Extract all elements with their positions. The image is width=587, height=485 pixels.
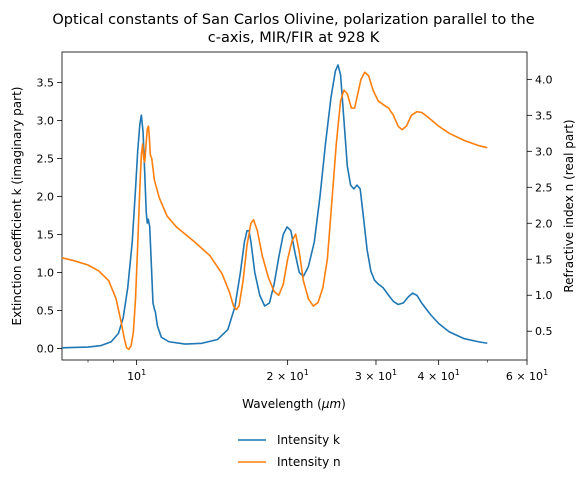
chart-title-line1: Optical constants of San Carlos Olivine,… (52, 12, 534, 28)
y-right-tick-label: 4.0 (535, 73, 553, 86)
series-line-n (61, 71, 488, 351)
y-axis-right-label: Refractive index n (real part) (562, 119, 576, 292)
series-line-k (61, 64, 488, 349)
y-right-tick-label: 2.5 (535, 181, 553, 194)
y-left-tick-label: 0.5 (37, 305, 55, 318)
legend: Intensity k Intensity n (238, 433, 341, 469)
y-axis-right: 0.5 1.0 1.5 2.0 2.5 3.0 3.5 4.0 (527, 73, 553, 338)
y-left-tick-label: 0.0 (37, 343, 55, 356)
y-left-tick-label: 1.0 (37, 267, 55, 280)
x-axis: 101 2 × 101 3 × 101 4 × 101 6 × 101 (87, 360, 548, 383)
x-tick-label: 101 (127, 368, 146, 383)
x-tick-label: 6 × 101 (506, 368, 548, 383)
chart-title-line2: c-axis, MIR/FIR at 928 K (208, 30, 380, 46)
plot-area-frame (61, 51, 528, 361)
y-left-tick-label: 3.5 (37, 76, 55, 89)
y-right-tick-label: 2.0 (535, 217, 553, 230)
y-axis-left: 0.0 0.5 1.0 1.5 2.0 2.5 3.0 3.5 (37, 76, 62, 356)
legend-label: Intensity n (277, 455, 341, 469)
x-tick-label: 2 × 101 (266, 368, 308, 383)
y-right-tick-label: 0.5 (535, 325, 553, 338)
y-left-tick-label: 3.0 (37, 114, 55, 127)
y-right-tick-label: 3.5 (535, 109, 553, 122)
y-right-tick-label: 3.0 (535, 145, 553, 158)
legend-label: Intensity k (277, 433, 340, 447)
y-left-tick-label: 2.5 (37, 152, 55, 165)
y-right-tick-label: 1.5 (535, 253, 553, 266)
y-left-tick-label: 1.5 (37, 229, 55, 242)
y-axis-left-label: Extinction coefficient k (imaginary part… (10, 87, 24, 326)
x-tick-label: 3 × 101 (355, 368, 397, 383)
x-axis-label: Wavelength (μm) (242, 397, 346, 411)
x-tick-label: 4 × 101 (418, 368, 460, 383)
y-right-tick-label: 1.0 (535, 289, 553, 302)
y-left-tick-label: 2.0 (37, 190, 55, 203)
series-layer (61, 64, 488, 351)
